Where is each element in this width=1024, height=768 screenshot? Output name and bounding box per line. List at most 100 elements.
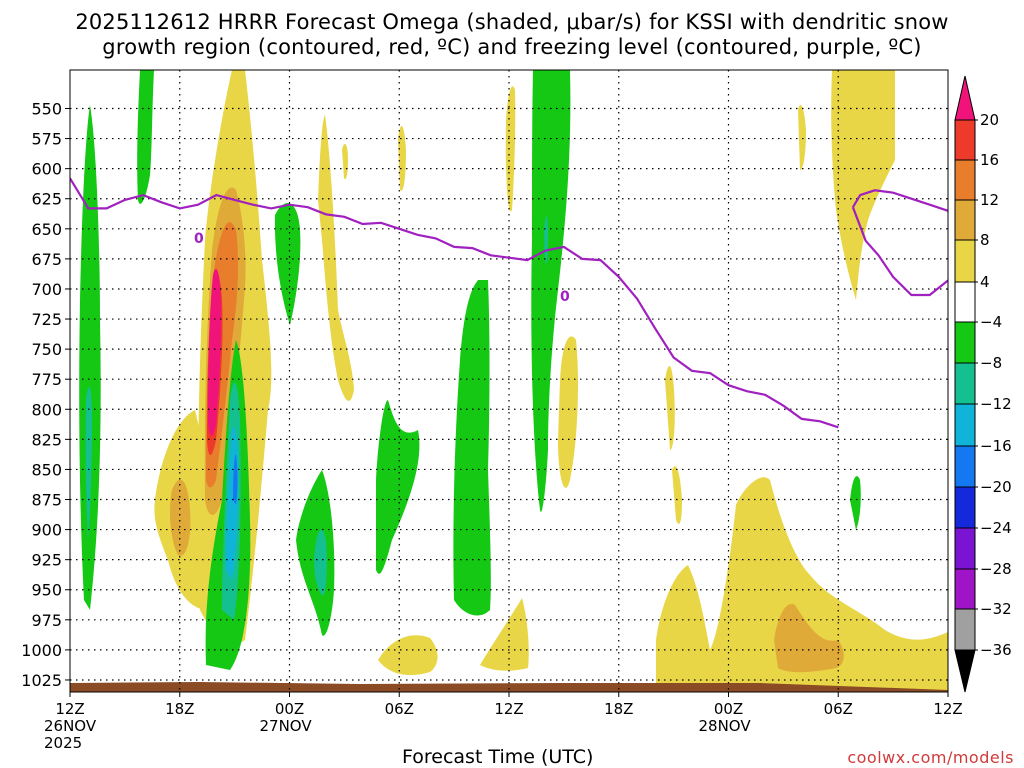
colorbar-label: −32 [980,600,1012,618]
colorbar-swatch [954,281,976,323]
freezing-level-line [70,177,839,429]
y-tick-label: 600 [31,160,62,179]
omega-region-neg-2 [137,70,154,204]
x-tick-label: 18Z [604,700,633,718]
omega-region-pos-11 [505,86,516,212]
omega-region-pos-1-core [170,479,191,556]
freezing-level-label-right: 0 [560,289,570,305]
colorbar-label: −4 [980,313,1002,331]
y-tick-label: 875 [31,491,62,510]
freezing-level-line-right [851,189,948,297]
omega-region-pos-15 [798,104,806,170]
colorbar-swatch [954,239,976,283]
y-tick-label: 675 [31,250,62,269]
omega-region-neg-7 [453,280,491,616]
colorbar-label: −24 [980,519,1012,537]
colorbar: 20 16 12 8 4 −4 −8 −12 −16 −20 −24 −28 −32 −36 [954,75,1012,693]
omega-region-neg-3-d [233,454,238,505]
freezing-level-label-left: 0 [194,231,204,247]
y-tick-label: 900 [31,521,62,540]
omega-region-pos-7 [318,115,354,401]
x-tick-label: 28NOV [699,717,752,735]
y-tick-label: 700 [31,280,62,299]
y-tick-label: 650 [31,220,62,239]
colorbar-swatch [954,119,976,161]
x-tick-label: 12Z [494,700,523,718]
x-tick-label: 2025 [44,734,82,752]
colorbar-label: −8 [980,354,1002,372]
omega-region-pos-10 [378,635,438,676]
omega-region-pos-16 [665,366,675,450]
omega-region-neg-9 [850,476,861,530]
x-axis-title: Forecast Time (UTC) [402,746,594,768]
x-tick-label: 06Z [385,700,414,718]
omega-region-neg-1 [79,105,101,610]
colorbar-swatch [954,199,976,241]
colorbar-label: −12 [980,395,1012,413]
colorbar-swatch [954,486,976,529]
colorbar-label: 20 [980,111,999,129]
omega-region-neg-1-core [85,386,92,540]
omega-region-pos-9 [398,126,406,191]
colorbar-label: 16 [980,151,999,169]
chart-title-line-2: growth region (contoured, red, ºC) and f… [102,35,922,59]
x-tick-label: 06Z [824,700,853,718]
colorbar-swatch [954,568,976,610]
y-tick-label: 825 [31,430,62,449]
omega-shading [79,70,948,692]
colorbar-label: 8 [980,231,990,249]
omega-region-pos-8 [342,144,348,180]
colorbar-swatch [954,159,976,201]
x-tick-label: 00Z [275,700,304,718]
y-tick-label: 925 [31,551,62,570]
omega-region-pos-6 [208,268,222,436]
y-tick-label: 575 [31,130,62,149]
colorbar-swatch [954,403,976,447]
colorbar-label: 4 [980,273,990,291]
x-tick-label: 26NOV [44,717,97,735]
omega-region-pos-18-core [774,604,844,673]
omega-region-pos-13 [480,598,529,671]
omega-region-pos-14 [831,70,895,300]
y-tick-label: 550 [31,99,62,118]
colorbar-label: −36 [980,641,1012,659]
y-tick-label: 1025 [21,671,62,690]
colorbar-swatch [954,445,976,488]
colorbar-swatch [954,527,976,570]
y-tick-label: 975 [31,611,62,630]
y-tick-label: 625 [31,190,62,209]
colorbar-swatch [954,321,976,364]
x-tick-label: 12Z [55,700,84,718]
omega-region-neg-8 [531,70,571,512]
colorbar-label: −20 [980,478,1012,496]
credit-link[interactable]: coolwx.com/models [847,748,1014,767]
omega-region-pos-12 [558,336,578,488]
x-tick-label: 00Z [714,700,743,718]
y-tick-label: 750 [31,340,62,359]
y-tick-label: 800 [31,400,62,419]
y-tick-label: 775 [31,370,62,389]
omega-region-pos-17 [672,466,682,524]
grid-lines [70,70,948,692]
y-tick-label: 850 [31,460,62,479]
x-tick-label: 18Z [165,700,194,718]
y-tick-label: 950 [31,581,62,600]
colorbar-label: −28 [980,560,1012,578]
colorbar-swatch [954,608,976,651]
colorbar-top-triangle [954,75,976,121]
colorbar-label: 12 [980,191,999,209]
y-tick-label: 725 [31,310,62,329]
y-axis-ticks: 550 575 600 625 650 675 700 725 750 775 800 825 850 8… [21,99,70,690]
omega-region-pos-18 [656,477,948,692]
chart-title-line-1: 2025112612 HRRR Forecast Omega (shaded, … [75,10,949,34]
x-tick-label: 12Z [933,700,962,718]
omega-region-neg-5-core [314,529,327,596]
y-tick-label: 1000 [21,641,62,660]
omega-region-neg-6 [376,400,420,574]
omega-region-neg-4 [274,203,301,325]
colorbar-bottom-triangle [954,649,976,693]
x-tick-label: 27NOV [260,717,313,735]
colorbar-swatch [954,362,976,405]
